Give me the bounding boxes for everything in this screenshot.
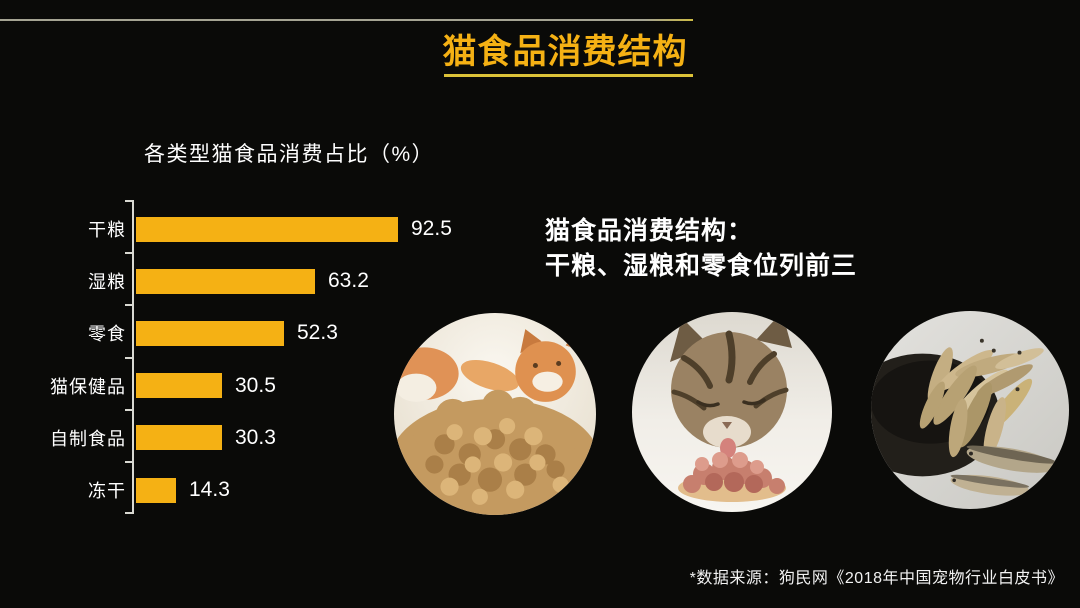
value-label: 63.2 [328,269,369,293]
value-label: 92.5 [411,217,452,241]
callout-line-1: 猫食品消费结构： [545,217,754,245]
bar-row: 冻干 14.3 [0,464,520,516]
cat-figure [394,327,582,402]
page-title: 猫食品消费结构 [442,33,688,71]
loose-fish [950,445,1057,496]
axis-tick [125,304,133,306]
bar-row: 干粮 92.5 [0,203,520,255]
value-label: 52.3 [297,321,338,345]
axis-tick [125,461,133,463]
bar-dry-food [136,216,398,242]
title-underline [444,74,693,77]
bar-health-products [136,373,222,399]
value-label: 30.5 [235,373,276,397]
kibble-pile [394,389,596,515]
category-label: 自制食品 [50,428,126,449]
axis-tick [125,200,133,202]
bar-row: 湿粮 63.2 [0,255,520,307]
axis-tick [125,512,133,514]
y-axis-line [132,200,134,514]
chart-rows: 干粮 92.5 湿粮 63.2 零食 52.3 猫保健品 30.5 自制食品 [0,203,520,516]
chart-title: 各类型猫食品消费占比（%） [144,143,435,166]
axis-tick [125,252,133,254]
photo-dried-small-fish [871,311,1069,509]
tabby-cat-head [670,312,792,458]
bar-row: 自制食品 30.3 [0,412,520,464]
bar-freeze-dried [136,477,176,503]
category-label: 猫保健品 [50,376,126,397]
bar-wet-food [136,268,315,294]
source-note: *数据来源：狗民网《2018年中国宠物行业白皮书》 [689,570,1064,587]
bar-row: 猫保健品 30.5 [0,360,520,412]
category-label: 湿粮 [88,272,126,293]
photo-cat-eating-wet-food [632,312,832,512]
value-label: 30.3 [235,425,276,449]
wet-food-pile [678,452,786,502]
axis-tick [125,409,133,411]
category-label: 冻干 [88,481,126,502]
category-label: 干粮 [88,220,126,241]
bar-snacks [136,320,284,346]
category-label: 零食 [88,324,126,345]
top-divider-line [0,19,693,21]
axis-tick [125,357,133,359]
bar-homemade-food [136,425,222,451]
dried-fish-cluster [919,338,1044,459]
photo-dry-kibble-with-cat [394,313,596,515]
bar-row: 零食 52.3 [0,307,520,359]
value-label: 14.3 [189,478,230,502]
callout-text: 猫食品消费结构： 干粮、湿粮和零食位列前三 [545,214,857,284]
callout-line-2: 干粮、湿粮和零食位列前三 [545,252,858,280]
